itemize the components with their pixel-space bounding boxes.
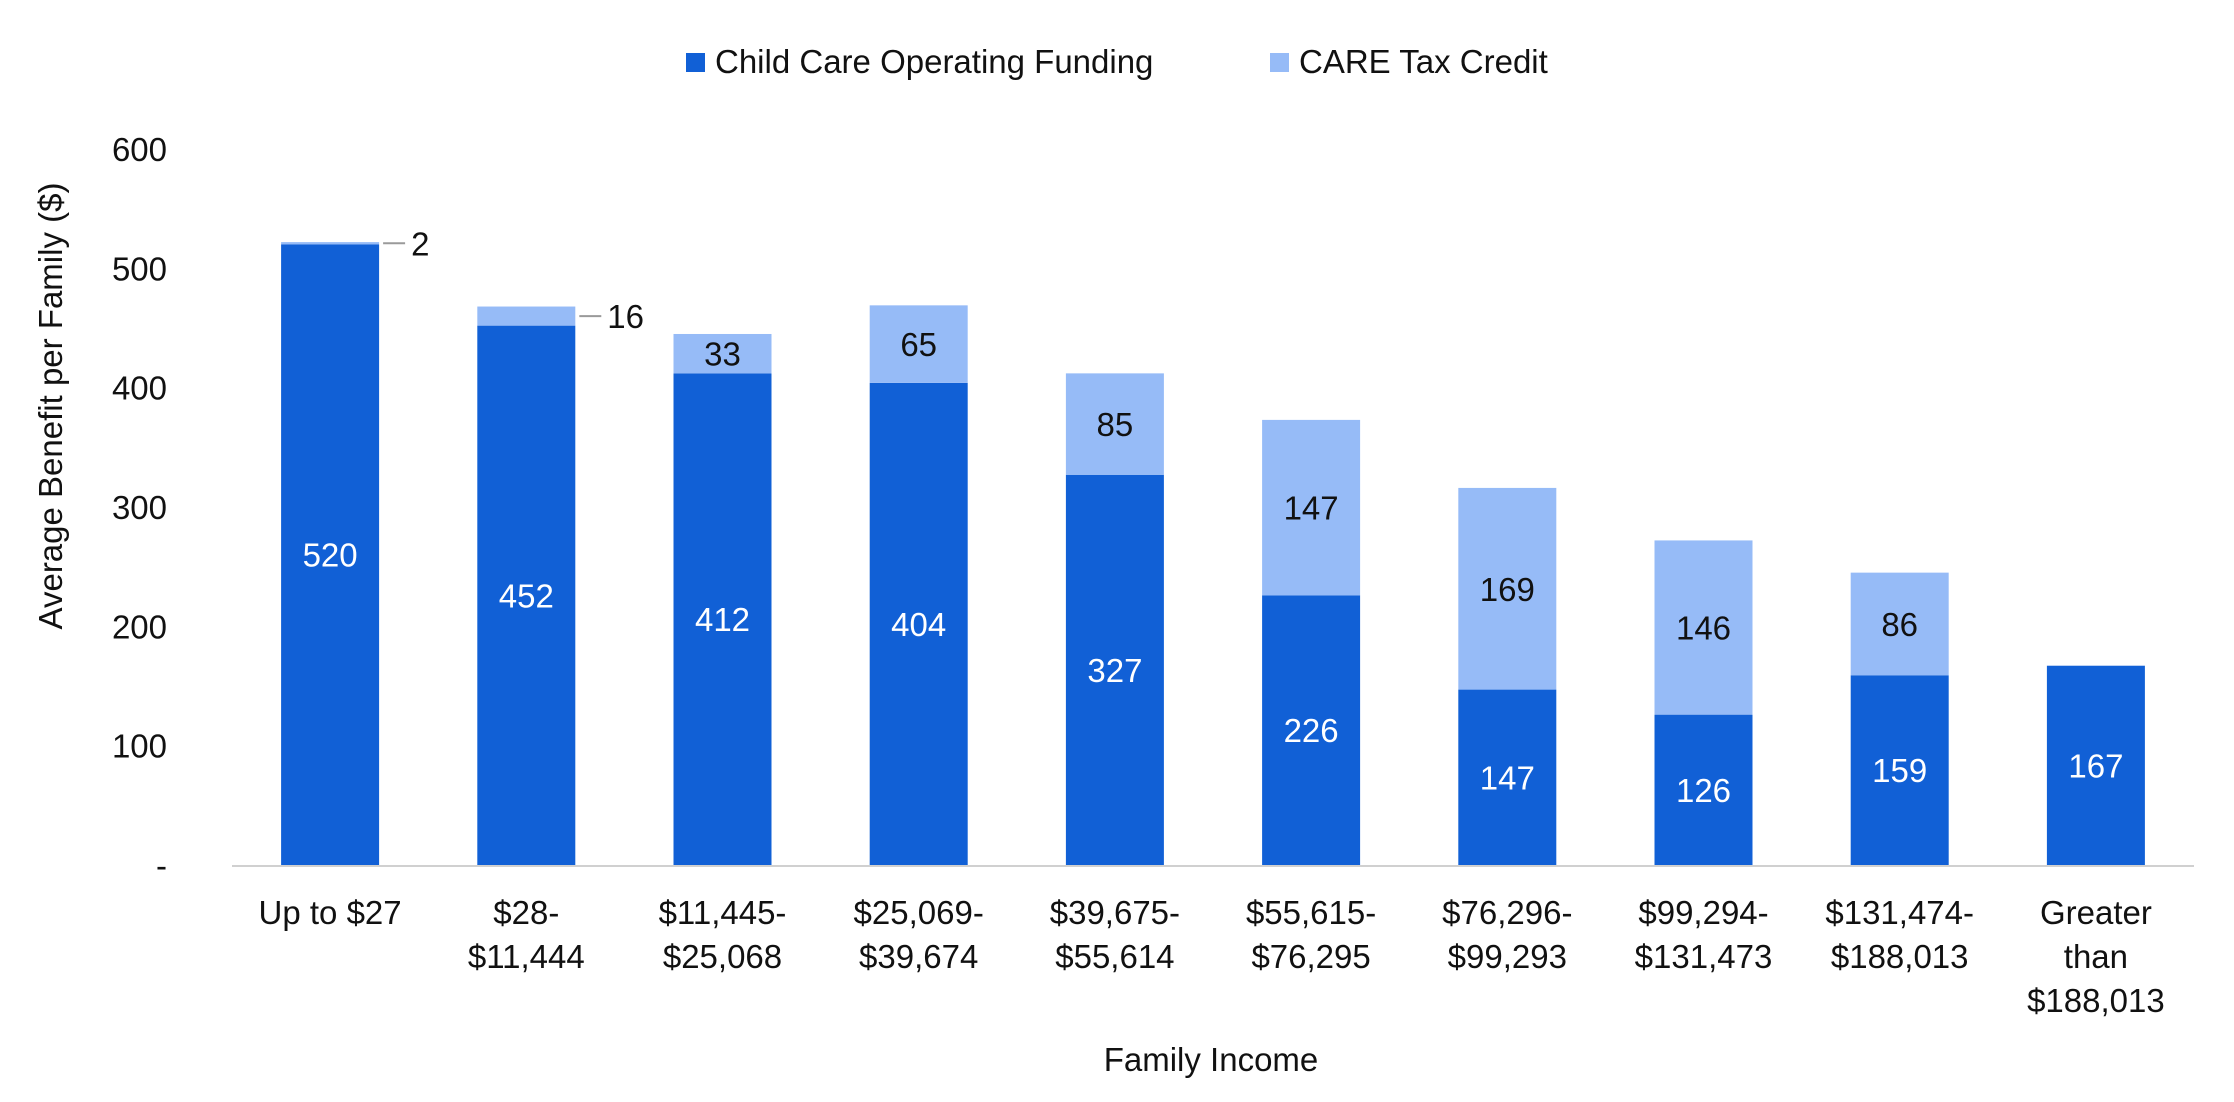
x-axis-ticks: Up to $27 $28-$11,444 $11,445-$25,068 $25,0… (259, 894, 2165, 1019)
bar-care-tax-credit (1850, 572, 1949, 676)
y-tick-label: 300 (112, 489, 167, 526)
bar-care-tax-credit (1654, 540, 1753, 715)
x-axis-title: Family Income (1104, 1041, 1319, 1078)
bar-operating-funding (869, 382, 968, 865)
y-tick-label: 600 (112, 131, 167, 168)
bar-operating-funding (1262, 595, 1361, 865)
bars: 520 2 452 16 412 33 404 65 327 85 226 147 147 169 126 1… (281, 225, 2145, 865)
x-tick-label: $39,675-$55,614 (1050, 894, 1180, 975)
bar-care-tax-credit (673, 333, 772, 374)
data-label-operating-funding: 404 (891, 606, 946, 643)
data-label-care-tax-credit: 16 (607, 298, 644, 335)
x-tick-label: $99,294-$131,473 (1635, 894, 1773, 975)
data-label-operating-funding: 126 (1676, 772, 1731, 809)
data-label-operating-funding: 520 (303, 537, 358, 574)
x-tick-label: $11,445-$25,068 (659, 894, 787, 975)
legend-label-operating-funding: Child Care Operating Funding (715, 43, 1153, 80)
y-tick-label: 400 (112, 370, 167, 407)
bar-care-tax-credit (869, 305, 968, 383)
legend-label-care-tax-credit: CARE Tax Credit (1299, 43, 1548, 80)
y-tick-label: 500 (112, 250, 167, 287)
data-label-care-tax-credit: 147 (1284, 490, 1339, 527)
x-tick-label: $28-$11,444 (468, 894, 585, 975)
data-label-care-tax-credit: 65 (900, 326, 937, 363)
x-tick-label: Up to $27 (259, 894, 402, 931)
bar-operating-funding (1654, 714, 1753, 865)
data-label-care-tax-credit: 33 (704, 336, 741, 373)
data-label-operating-funding: 159 (1872, 752, 1927, 789)
data-label-care-tax-credit: 86 (1881, 606, 1918, 643)
legend-swatch-care-tax-credit (1270, 53, 1289, 72)
data-label-operating-funding: 412 (695, 601, 750, 638)
data-label-operating-funding: 452 (499, 577, 554, 614)
y-tick-label: 200 (112, 608, 167, 645)
data-label-care-tax-credit: 85 (1097, 406, 1134, 443)
bar-operating-funding (477, 325, 576, 865)
bar-care-tax-credit (1262, 419, 1361, 596)
x-tick-label: $76,296-$99,293 (1442, 894, 1572, 975)
bar-operating-funding (1850, 675, 1949, 865)
bar-care-tax-credit (477, 306, 576, 326)
data-label-operating-funding: 167 (2068, 747, 2123, 784)
bar-operating-funding (673, 373, 772, 865)
x-tick-label: $131,474-$188,013 (1825, 894, 1974, 975)
y-tick-label: 100 (112, 728, 167, 765)
bar-care-tax-credit (1065, 373, 1164, 475)
bar-care-tax-credit (281, 242, 380, 245)
data-label-care-tax-credit: 2 (411, 225, 429, 262)
data-label-care-tax-credit: 169 (1480, 571, 1535, 608)
bar-operating-funding (1458, 689, 1557, 865)
data-label-operating-funding: 327 (1087, 652, 1142, 689)
legend: Child Care Operating Funding CARE Tax Cr… (686, 43, 1548, 80)
bar-operating-funding (281, 244, 380, 865)
x-tick-label: $25,069-$39,674 (854, 894, 984, 975)
legend-swatch-operating-funding (686, 53, 705, 72)
x-tick-label: Greater than $188,013 (2027, 894, 2165, 1019)
y-axis-ticks: - 100 200 300 400 500 600 (112, 131, 167, 884)
x-tick-label: $55,615-$76,295 (1246, 894, 1376, 975)
bar-operating-funding (2046, 665, 2145, 865)
y-axis-title: Average Benefit per Family ($) (32, 183, 69, 630)
bar-operating-funding (1065, 474, 1164, 865)
data-label-operating-funding: 226 (1284, 712, 1339, 749)
data-label-operating-funding: 147 (1480, 759, 1535, 796)
y-tick-label: - (156, 847, 167, 884)
bar-care-tax-credit (1458, 487, 1557, 690)
data-label-care-tax-credit: 146 (1676, 610, 1731, 647)
